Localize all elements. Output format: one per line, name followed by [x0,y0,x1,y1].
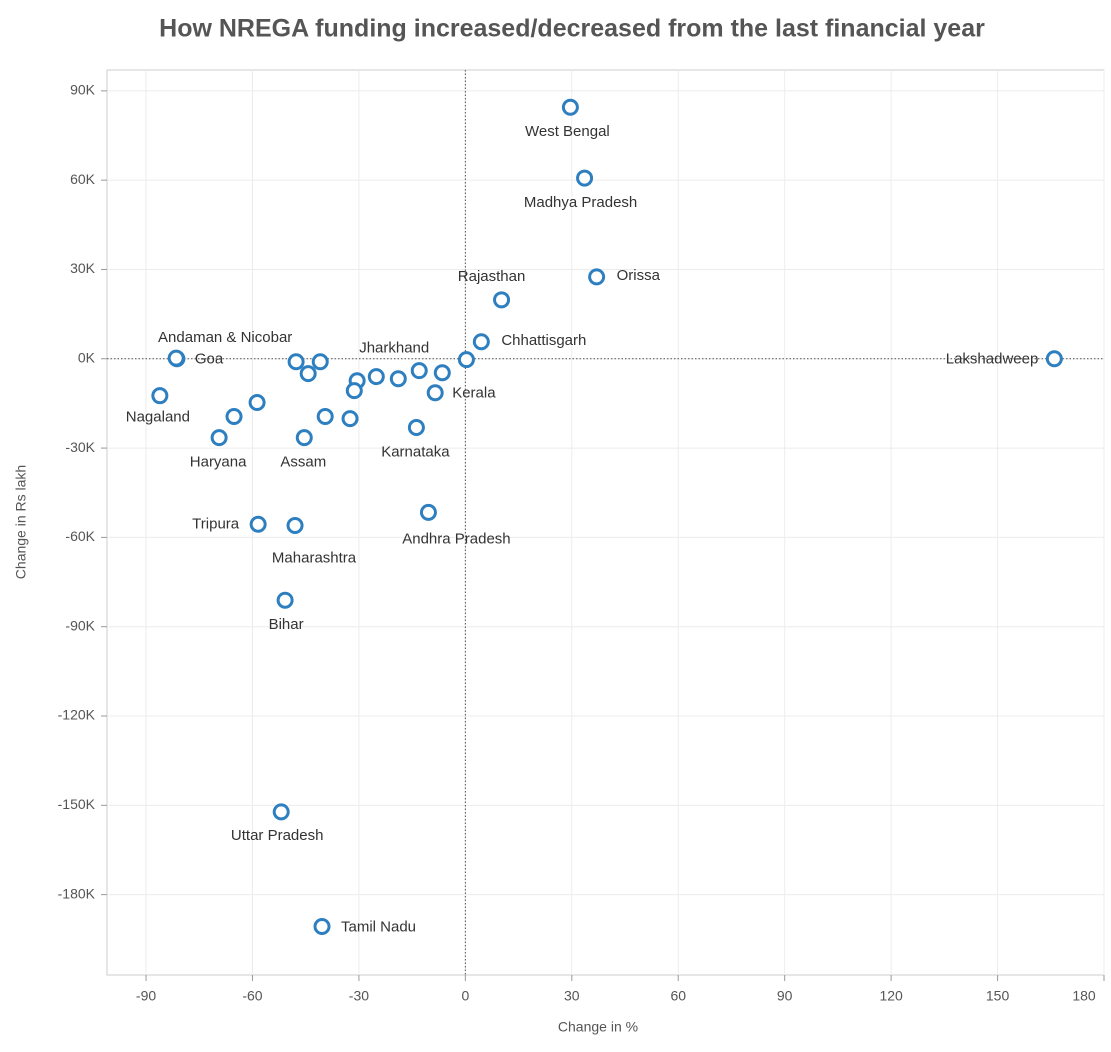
point [1045,350,1063,368]
point-label: Kerala [452,385,496,402]
x-tick-label: -60 [242,988,262,1004]
point-label: Chhattisgarh [501,332,586,349]
point-label: Orissa [617,267,661,284]
y-axis-title: Change in Rs lakh [13,465,29,579]
point [311,353,329,371]
point-label: Assam [280,454,326,471]
point-label: West Bengal [525,123,610,140]
point [248,394,266,412]
point [276,591,294,609]
point [367,368,385,386]
x-tick-label: 120 [879,988,903,1004]
x-tick-label: 180 [1072,988,1096,1004]
point [286,516,304,534]
y-tick-label: -150K [58,796,96,812]
point [407,419,425,437]
point [225,408,243,426]
point [426,384,444,402]
x-tick-label: 60 [670,988,686,1004]
y-tick-label: -30K [65,439,95,455]
point [287,353,305,371]
point [588,268,606,286]
point [419,503,437,521]
x-tick-label: 30 [564,988,580,1004]
point [457,351,475,369]
x-tick-label: 90 [777,988,793,1004]
point [433,364,451,382]
point [410,362,428,380]
x-tick-label: -30 [349,988,369,1004]
point-label: Bihar [269,616,304,633]
y-tick-label: 60K [70,171,96,187]
point [493,291,511,309]
point-label: Karnataka [381,444,450,461]
point [272,803,290,821]
point [249,515,267,533]
point [316,408,334,426]
chart-title: How NREGA funding increased/decreased fr… [159,15,985,43]
y-tick-label: -120K [58,707,96,723]
y-tick-label: 90K [70,82,96,98]
point-label: Goa [195,351,224,368]
point-label: Maharashtra [272,549,357,566]
point-label: Lakshadweep [946,351,1039,368]
point [313,917,331,935]
point [151,387,169,405]
point-label: Andaman & Nicobar [158,329,292,346]
x-axis-title: Change in % [558,1019,638,1035]
point-label: Rajasthan [458,268,526,285]
y-tick-label: -180K [58,885,96,901]
point [576,169,594,187]
point [167,349,185,367]
y-tick-label: 0K [78,349,96,365]
point [341,410,359,428]
y-tick-label: -90K [65,617,95,633]
point-label: Uttar Pradesh [231,827,324,844]
point [299,365,317,383]
point-label: Haryana [190,454,247,471]
point [561,98,579,116]
y-tick-label: -60K [65,528,95,544]
point-label: Jharkhand [359,340,429,357]
point-label: Andhra Pradesh [402,530,510,547]
y-tick-label: 30K [70,260,96,276]
point [389,370,407,388]
point [472,333,490,351]
point [345,382,363,400]
x-tick-label: 0 [461,988,469,1004]
point-label: Tripura [192,515,240,532]
x-tick-label: 150 [986,988,1010,1004]
point [295,429,313,447]
point-label: Nagaland [126,409,190,426]
point-label: Madhya Pradesh [524,194,637,211]
point-label: Tamil Nadu [341,918,416,935]
point [210,429,228,447]
x-tick-label: -90 [136,988,156,1004]
